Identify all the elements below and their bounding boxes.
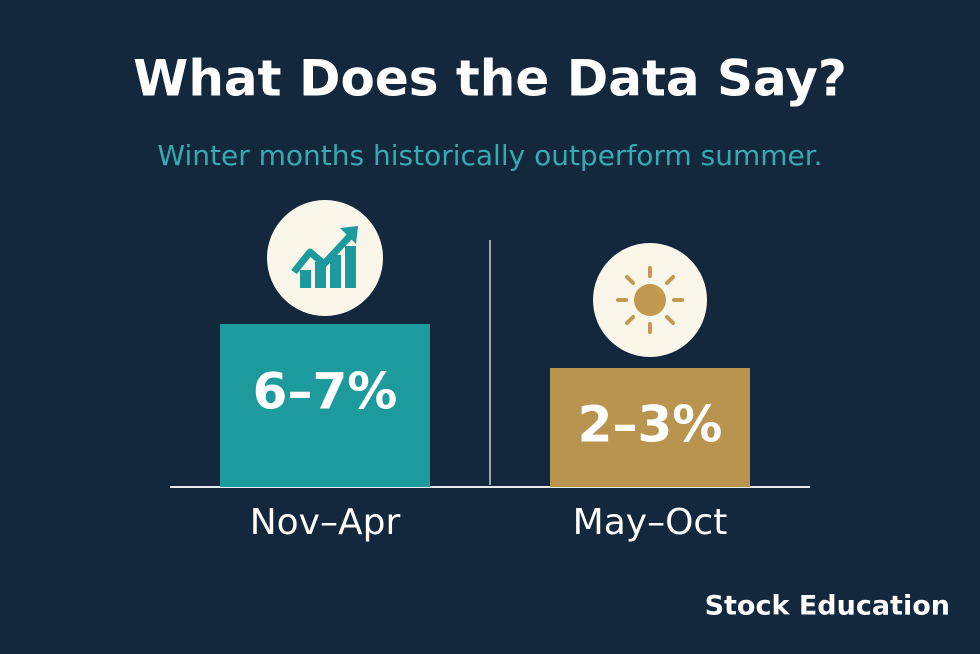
- period-label: May–Oct: [573, 502, 728, 543]
- subtitle: Winter months historically outperform su…: [157, 139, 822, 172]
- sun-icon: [616, 266, 684, 334]
- period-label: Nov–Apr: [250, 502, 401, 543]
- summer-block: [550, 368, 750, 487]
- value-label: 6–7%: [253, 363, 398, 421]
- value-label: 2–3%: [578, 396, 723, 454]
- title: What Does the Data Say?: [133, 50, 847, 108]
- brand: Stock Education: [705, 591, 950, 622]
- growth-icon: [291, 226, 358, 288]
- winter-block: [220, 324, 430, 487]
